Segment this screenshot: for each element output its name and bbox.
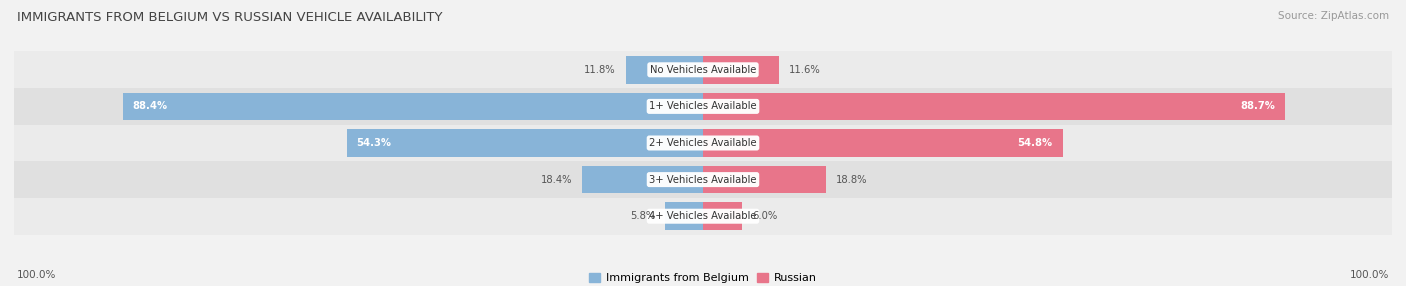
Text: 54.3%: 54.3% [357,138,391,148]
Bar [14,161,1392,198]
Text: IMMIGRANTS FROM BELGIUM VS RUSSIAN VEHICLE AVAILABILITY: IMMIGRANTS FROM BELGIUM VS RUSSIAN VEHIC… [17,11,443,24]
Text: 100.0%: 100.0% [17,270,56,280]
Text: 4+ Vehicles Available: 4+ Vehicles Available [650,211,756,221]
Bar [122,93,703,120]
Bar [703,93,1285,120]
Bar [703,56,779,84]
Bar [665,202,703,230]
Bar [14,198,1392,235]
Text: Source: ZipAtlas.com: Source: ZipAtlas.com [1278,11,1389,21]
Text: 1+ Vehicles Available: 1+ Vehicles Available [650,102,756,111]
Text: 100.0%: 100.0% [1350,270,1389,280]
Bar [14,125,1392,161]
Text: 18.4%: 18.4% [541,175,572,184]
Text: 18.8%: 18.8% [837,175,868,184]
Text: 3+ Vehicles Available: 3+ Vehicles Available [650,175,756,184]
Text: 88.4%: 88.4% [132,102,167,111]
Bar [703,129,1063,157]
Bar [703,202,742,230]
Bar [347,129,703,157]
Text: 88.7%: 88.7% [1240,102,1275,111]
Text: 11.8%: 11.8% [583,65,616,75]
Text: 2+ Vehicles Available: 2+ Vehicles Available [650,138,756,148]
Text: 54.8%: 54.8% [1018,138,1053,148]
Bar [626,56,703,84]
Text: 5.8%: 5.8% [630,211,655,221]
Text: 11.6%: 11.6% [789,65,821,75]
Bar [703,166,827,193]
Bar [582,166,703,193]
Bar [14,51,1392,88]
Text: 6.0%: 6.0% [752,211,778,221]
Bar [14,88,1392,125]
Text: No Vehicles Available: No Vehicles Available [650,65,756,75]
Legend: Immigrants from Belgium, Russian: Immigrants from Belgium, Russian [585,268,821,286]
